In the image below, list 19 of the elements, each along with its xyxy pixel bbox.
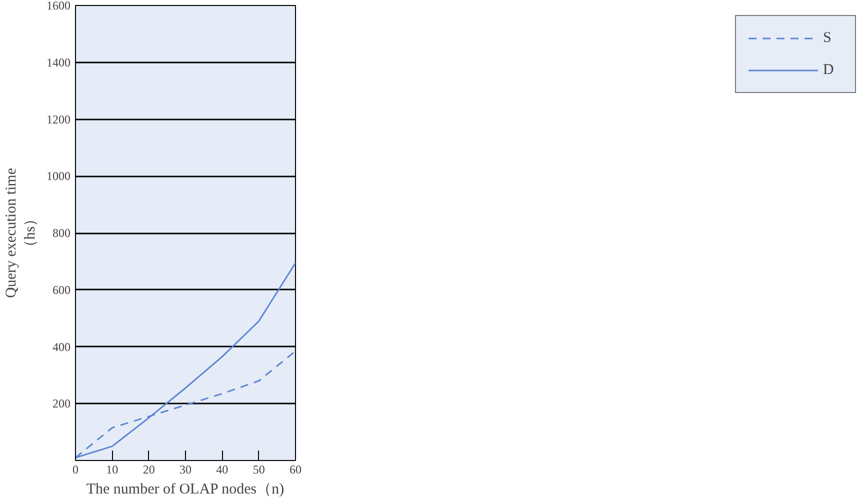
x-tick-label: 30 <box>180 462 192 476</box>
legend-label: S <box>823 30 832 46</box>
x-tick-label: 20 <box>142 462 155 476</box>
x-axis-title: The number of OLAP nodes（n) <box>86 482 284 498</box>
y-tick-label: 200 <box>52 396 70 411</box>
y-tick-label: 1000 <box>46 169 70 184</box>
x-tick-label: 0 <box>72 462 78 476</box>
y-tick-label: 600 <box>52 282 70 297</box>
x-tick-label: 40 <box>216 462 228 476</box>
y-tick-label: 1600 <box>46 0 70 12</box>
y-tick-label: 400 <box>52 340 70 354</box>
y-tick-label: 800 <box>52 226 70 240</box>
x-tick-label: 60 <box>290 462 302 476</box>
legend-label: D <box>823 62 835 78</box>
y-tick-label: 1200 <box>46 112 70 126</box>
y-axis-title: Query execution time （hs） <box>3 168 38 298</box>
x-tick-label: 10 <box>106 462 118 476</box>
x-tick-label: 50 <box>252 462 265 476</box>
y-tick-label: 1400 <box>46 55 70 70</box>
